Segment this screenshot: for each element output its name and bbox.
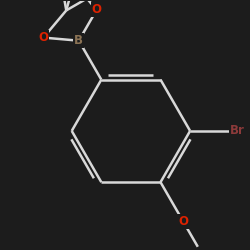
Text: O: O <box>92 4 102 16</box>
Text: Br: Br <box>230 124 245 138</box>
Text: O: O <box>38 31 48 44</box>
Text: B: B <box>74 34 83 47</box>
Text: O: O <box>178 215 188 228</box>
